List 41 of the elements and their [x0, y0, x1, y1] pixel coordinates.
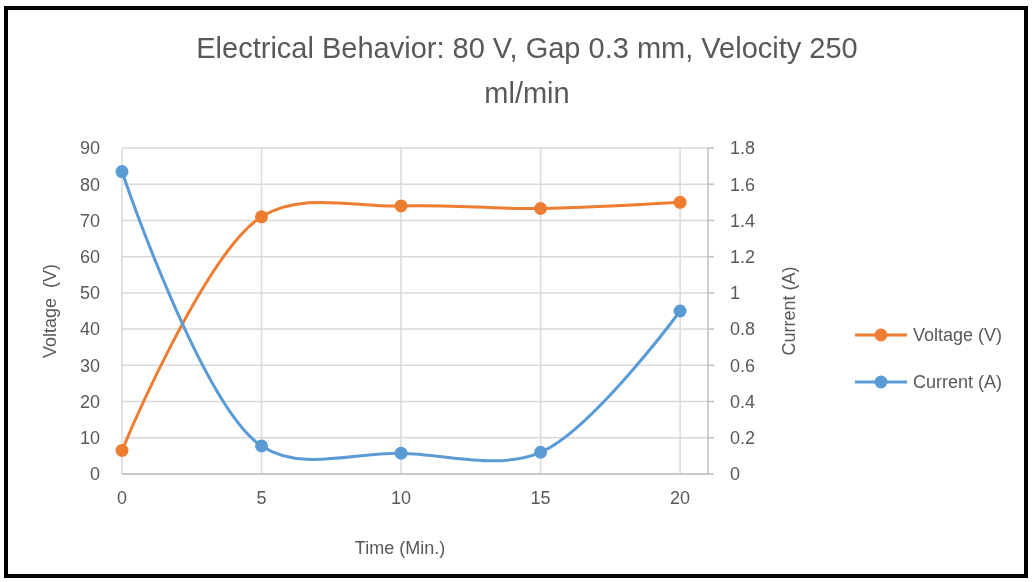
legend-label: Voltage (V) [913, 325, 1003, 346]
point [673, 195, 687, 209]
y2-tick-label: 1.2 [730, 246, 756, 267]
y2-tick-label: 0.6 [730, 355, 756, 376]
chart-title: Electrical Behavior: 80 V, Gap 0.3 mm, Velocity 250 ml/min [196, 32, 858, 109]
y2-tick-label: 0 [730, 464, 741, 485]
y2-tick-label: 1.8 [730, 138, 756, 159]
y-tick-label: 80 [79, 174, 100, 195]
point [534, 201, 548, 215]
x-tick-label: 20 [670, 488, 691, 508]
point [394, 199, 408, 213]
y2-tick-label: 1 [730, 283, 741, 304]
legend-label: Current (A) [913, 372, 1003, 393]
y-tick-label: 20 [79, 391, 100, 412]
y-tick-label: 90 [79, 138, 100, 159]
point [115, 165, 129, 179]
point [255, 210, 269, 224]
point [394, 446, 408, 460]
x-tick-label: 10 [391, 488, 412, 508]
x-tick-label: 15 [530, 488, 551, 508]
point [534, 445, 548, 459]
y-tick-label: 0 [89, 464, 100, 485]
y2-tick-label: 0.8 [730, 319, 756, 340]
y2-tick-label: 1.6 [730, 174, 756, 195]
point [115, 443, 129, 457]
y-tick-label: 30 [79, 355, 100, 376]
x-tick-label: 5 [256, 488, 267, 508]
y-tick-label: 40 [79, 319, 100, 340]
y-tick-label: 70 [79, 210, 100, 231]
y-tick-label: 10 [79, 428, 100, 449]
x-tick-label: 0 [116, 488, 128, 508]
point [673, 304, 687, 318]
point [255, 439, 269, 453]
y2-tick-label: 1.4 [730, 210, 756, 231]
y-tick-label: 60 [79, 246, 100, 267]
y2-axis-title: Current (A) [779, 266, 799, 356]
x-axis-title: Time (Min.) [354, 538, 446, 558]
y-axis-title: Voltage (V) [40, 263, 60, 359]
y2-tick-label: 0.4 [730, 391, 756, 412]
y2-tick-label: 0.2 [730, 428, 756, 449]
y-tick-label: 50 [79, 283, 100, 304]
